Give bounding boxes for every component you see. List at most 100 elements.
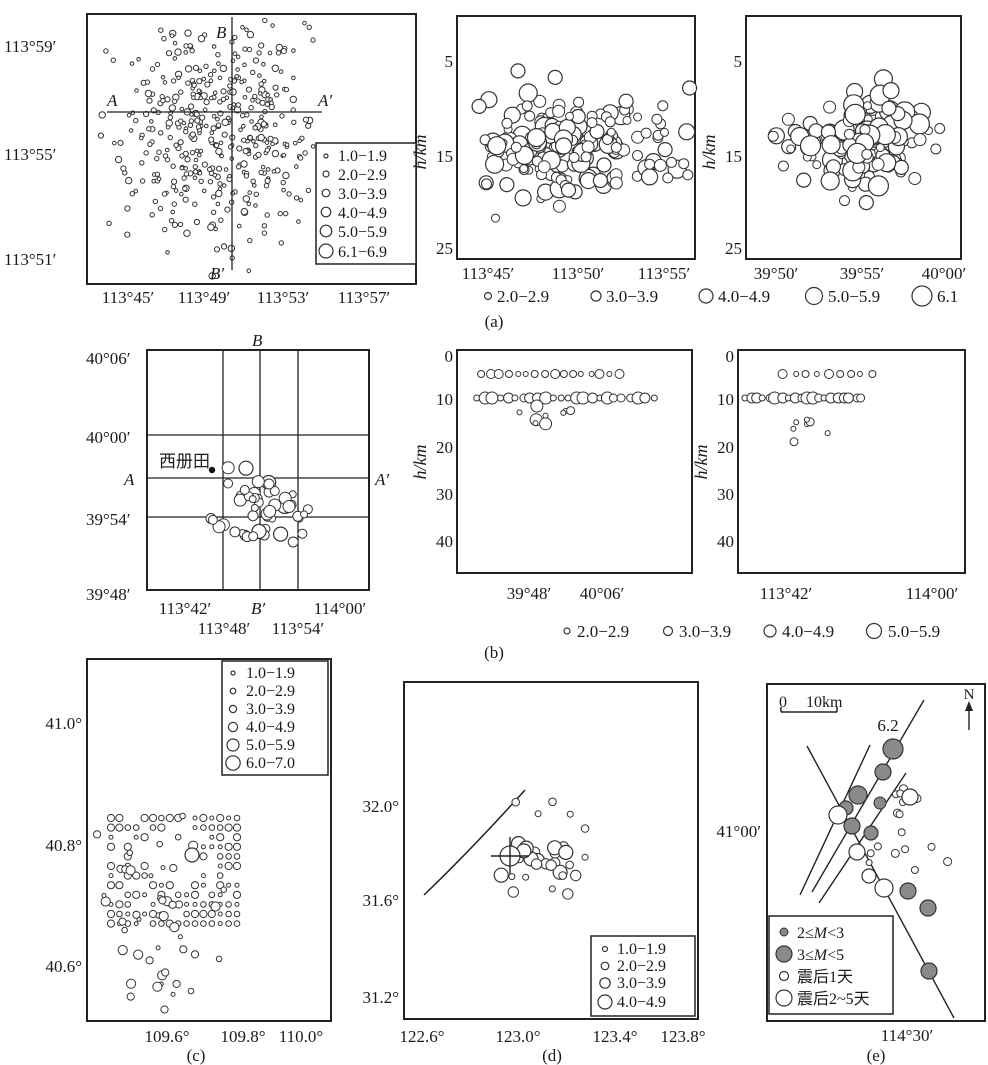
- event-marker: [270, 23, 275, 28]
- event-marker: [187, 43, 193, 49]
- event-marker: [213, 226, 218, 232]
- event-marker: [139, 135, 144, 141]
- panel-a-bottom-legend: 2.0−2.9 3.0−3.9 4.0−4.9 5.0−5.9 6.1: [483, 285, 958, 307]
- event-marker: [197, 68, 203, 74]
- event-marker: [215, 52, 221, 58]
- panel-b-depth-ew-ylabel: h/km: [410, 445, 430, 480]
- event-marker: [162, 80, 168, 85]
- event-marker: [169, 33, 175, 39]
- event-marker: [247, 237, 253, 244]
- event-marker: [758, 394, 766, 402]
- event-marker: [210, 901, 221, 912]
- event-marker: [144, 89, 153, 98]
- event-marker: [586, 117, 598, 129]
- event-marker: [264, 147, 270, 153]
- event-marker: [240, 25, 245, 30]
- panel-b-depth-ew-xtick-2: 40°06′: [580, 584, 625, 603]
- event-marker: [518, 83, 538, 103]
- event-marker: [187, 987, 195, 995]
- event-marker: [258, 42, 265, 49]
- event-marker: [913, 133, 927, 147]
- event-marker: [608, 393, 618, 403]
- event-marker: [910, 866, 919, 874]
- event-marker: [176, 75, 181, 81]
- event-marker: [196, 88, 202, 94]
- event-marker: [148, 813, 158, 823]
- event-marker: [233, 920, 241, 927]
- panel-c-legend-symbol-2: [229, 687, 237, 695]
- event-marker: [471, 98, 487, 115]
- panel-b-section-label-b-prime: B′: [251, 599, 265, 618]
- event-marker: [242, 46, 248, 52]
- event-marker: [487, 136, 507, 156]
- event-marker: [856, 371, 863, 377]
- event-marker: [144, 79, 151, 85]
- event-marker: [662, 172, 674, 184]
- event-marker: [164, 96, 171, 103]
- event-marker: [277, 210, 283, 217]
- event-marker: [169, 922, 180, 933]
- legend-symbol-6: [318, 243, 334, 259]
- bottom-legend-label-2: 3.0−3.9: [606, 287, 658, 306]
- event-marker: [207, 72, 214, 78]
- event-marker: [192, 164, 199, 170]
- event-marker: [678, 158, 690, 170]
- event-marker: [934, 123, 946, 134]
- event-marker: [848, 843, 866, 861]
- event-marker: [844, 103, 866, 126]
- event-marker: [208, 78, 214, 83]
- panel-d-legend-label-2: 2.0−2.9: [617, 958, 666, 975]
- event-marker: [194, 117, 201, 124]
- event-marker: [284, 142, 290, 147]
- event-marker: [192, 175, 198, 181]
- event-marker: [242, 95, 248, 100]
- event-marker: [253, 142, 259, 149]
- event-marker: [263, 478, 275, 490]
- event-marker: [863, 825, 879, 841]
- event-marker: [217, 911, 223, 917]
- event-marker: [190, 909, 200, 919]
- event-marker: [273, 526, 289, 542]
- event-marker: [192, 201, 198, 207]
- panel-c-events: [93, 812, 242, 1014]
- event-marker: [666, 156, 677, 168]
- event-marker: [651, 113, 663, 125]
- event-marker: [183, 920, 190, 927]
- event-marker: [297, 138, 302, 144]
- panel-c-xtick-2: 109.8°: [220, 1027, 265, 1046]
- event-marker: [681, 80, 698, 96]
- event-marker: [193, 157, 199, 163]
- event-marker: [238, 127, 243, 133]
- event-marker: [184, 847, 200, 863]
- event-marker: [103, 48, 109, 54]
- event-marker: [244, 27, 249, 33]
- event-marker: [152, 198, 159, 205]
- event-marker: [170, 78, 177, 84]
- panel-a-map-ytick-3: 113°51′: [4, 250, 56, 269]
- event-marker: [259, 99, 266, 106]
- event-marker: [118, 917, 127, 926]
- event-marker: [215, 201, 221, 207]
- event-marker: [112, 140, 117, 146]
- event-marker: [554, 137, 573, 155]
- event-marker: [106, 909, 116, 919]
- panel-a-depth-ns-xtick-2: 39°55′: [840, 264, 885, 283]
- panel-b-map-ytick-3: 39°54′: [86, 510, 131, 529]
- panel-a-map-xtick-1: 113°45′: [102, 288, 154, 307]
- event-marker: [217, 99, 223, 105]
- event-marker: [243, 173, 250, 179]
- event-marker: [208, 136, 215, 143]
- panel-a-depth-ew-events: [471, 63, 698, 223]
- event-marker: [521, 100, 533, 112]
- event-marker: [200, 920, 207, 927]
- event-marker: [217, 75, 223, 81]
- event-marker: [580, 824, 590, 833]
- event-marker: [828, 805, 848, 825]
- event-marker: [157, 823, 166, 832]
- panel-d-legend-symbol-2: [600, 961, 610, 971]
- event-marker: [133, 188, 139, 194]
- event-marker: [207, 179, 214, 185]
- event-marker: [550, 369, 561, 379]
- event-marker: [226, 115, 231, 121]
- panel-b-depth-ew-ytick-2: 10: [436, 390, 453, 409]
